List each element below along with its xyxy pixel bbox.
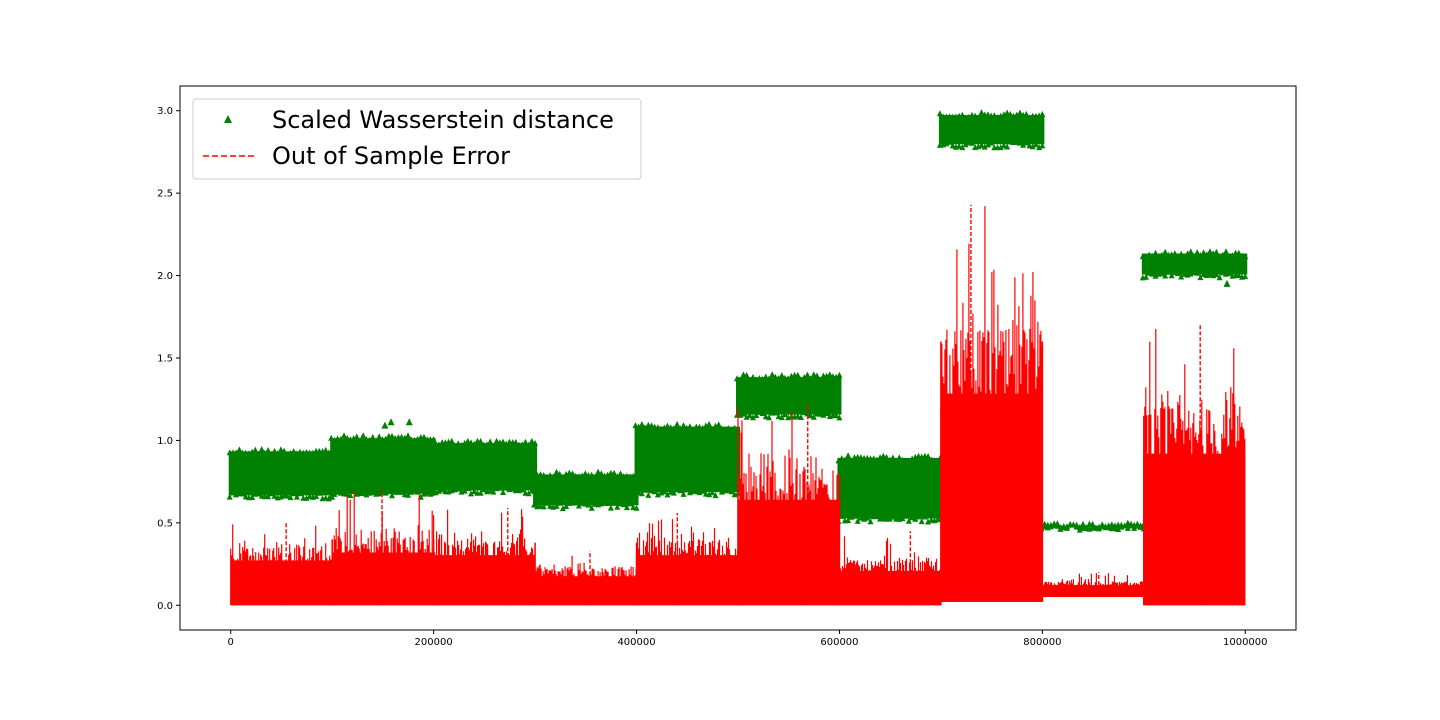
y-tick-label-3: 1.5 <box>157 354 173 365</box>
wasserstein-segment-1 <box>328 432 437 500</box>
wasserstein-outlier-1 <box>387 418 395 426</box>
x-tick-label-0: 0 <box>228 637 234 648</box>
error-segment-3 <box>534 550 637 606</box>
y-tick-label-5: 2.5 <box>157 189 173 200</box>
wasserstein-segment-7 <box>936 109 1046 151</box>
y-tick-label-6: 3.0 <box>157 106 173 117</box>
plot-area <box>226 109 1249 606</box>
wasserstein-segment-4 <box>632 420 741 499</box>
legend-triangle-marker <box>224 115 232 123</box>
wasserstein-segment-2 <box>429 437 538 497</box>
series-wasserstein <box>226 109 1249 533</box>
error-segment-1 <box>331 489 434 606</box>
wasserstein-segment-6 <box>835 452 944 525</box>
x-tick-label-2: 400000 <box>617 637 655 648</box>
error-segment-5 <box>737 404 840 606</box>
y-tick-label-1: 0.5 <box>157 518 173 529</box>
x-tick-label-1: 200000 <box>415 637 453 648</box>
legend-item-error: Out of Sample Error <box>203 142 510 170</box>
legend-item-wasserstein: Scaled Wasserstein distance <box>224 106 614 134</box>
wasserstein-segment-9 <box>1139 248 1249 281</box>
error-segment-7 <box>940 204 1043 602</box>
x-tick-label-4: 800000 <box>1023 637 1061 648</box>
series-out-of-sample-error <box>230 204 1246 606</box>
x-tick-label-5: 1000000 <box>1223 637 1268 648</box>
x-tick-label-3: 600000 <box>820 637 858 648</box>
legend-label-wasserstein: Scaled Wasserstein distance <box>272 106 614 134</box>
wasserstein-outlier-0 <box>381 421 389 429</box>
wasserstein-outlier-3 <box>1223 279 1231 287</box>
wasserstein-segment-5 <box>734 371 843 421</box>
axes: 0 200000 400000 600000 800000 1000000 0.0 0.5 1.… <box>157 85 1297 648</box>
legend-box <box>192 98 642 180</box>
y-tick-label-2: 1.0 <box>157 436 173 447</box>
y-tick-label-0: 0.0 <box>157 601 173 612</box>
error-segment-2 <box>433 508 536 606</box>
error-segment-6 <box>838 531 942 606</box>
wasserstein-segment-3 <box>531 468 640 512</box>
wasserstein-segment-0 <box>226 446 336 502</box>
y-tick-label-4: 2.0 <box>157 271 173 282</box>
wasserstein-outlier-2 <box>405 418 413 426</box>
error-segment-4 <box>635 512 739 606</box>
legend-label-error: Out of Sample Error <box>272 142 510 170</box>
legend: Scaled Wasserstein distance Out of Sample… <box>192 98 642 180</box>
wasserstein-segment-8 <box>1038 519 1147 533</box>
error-segment-0 <box>230 521 333 606</box>
